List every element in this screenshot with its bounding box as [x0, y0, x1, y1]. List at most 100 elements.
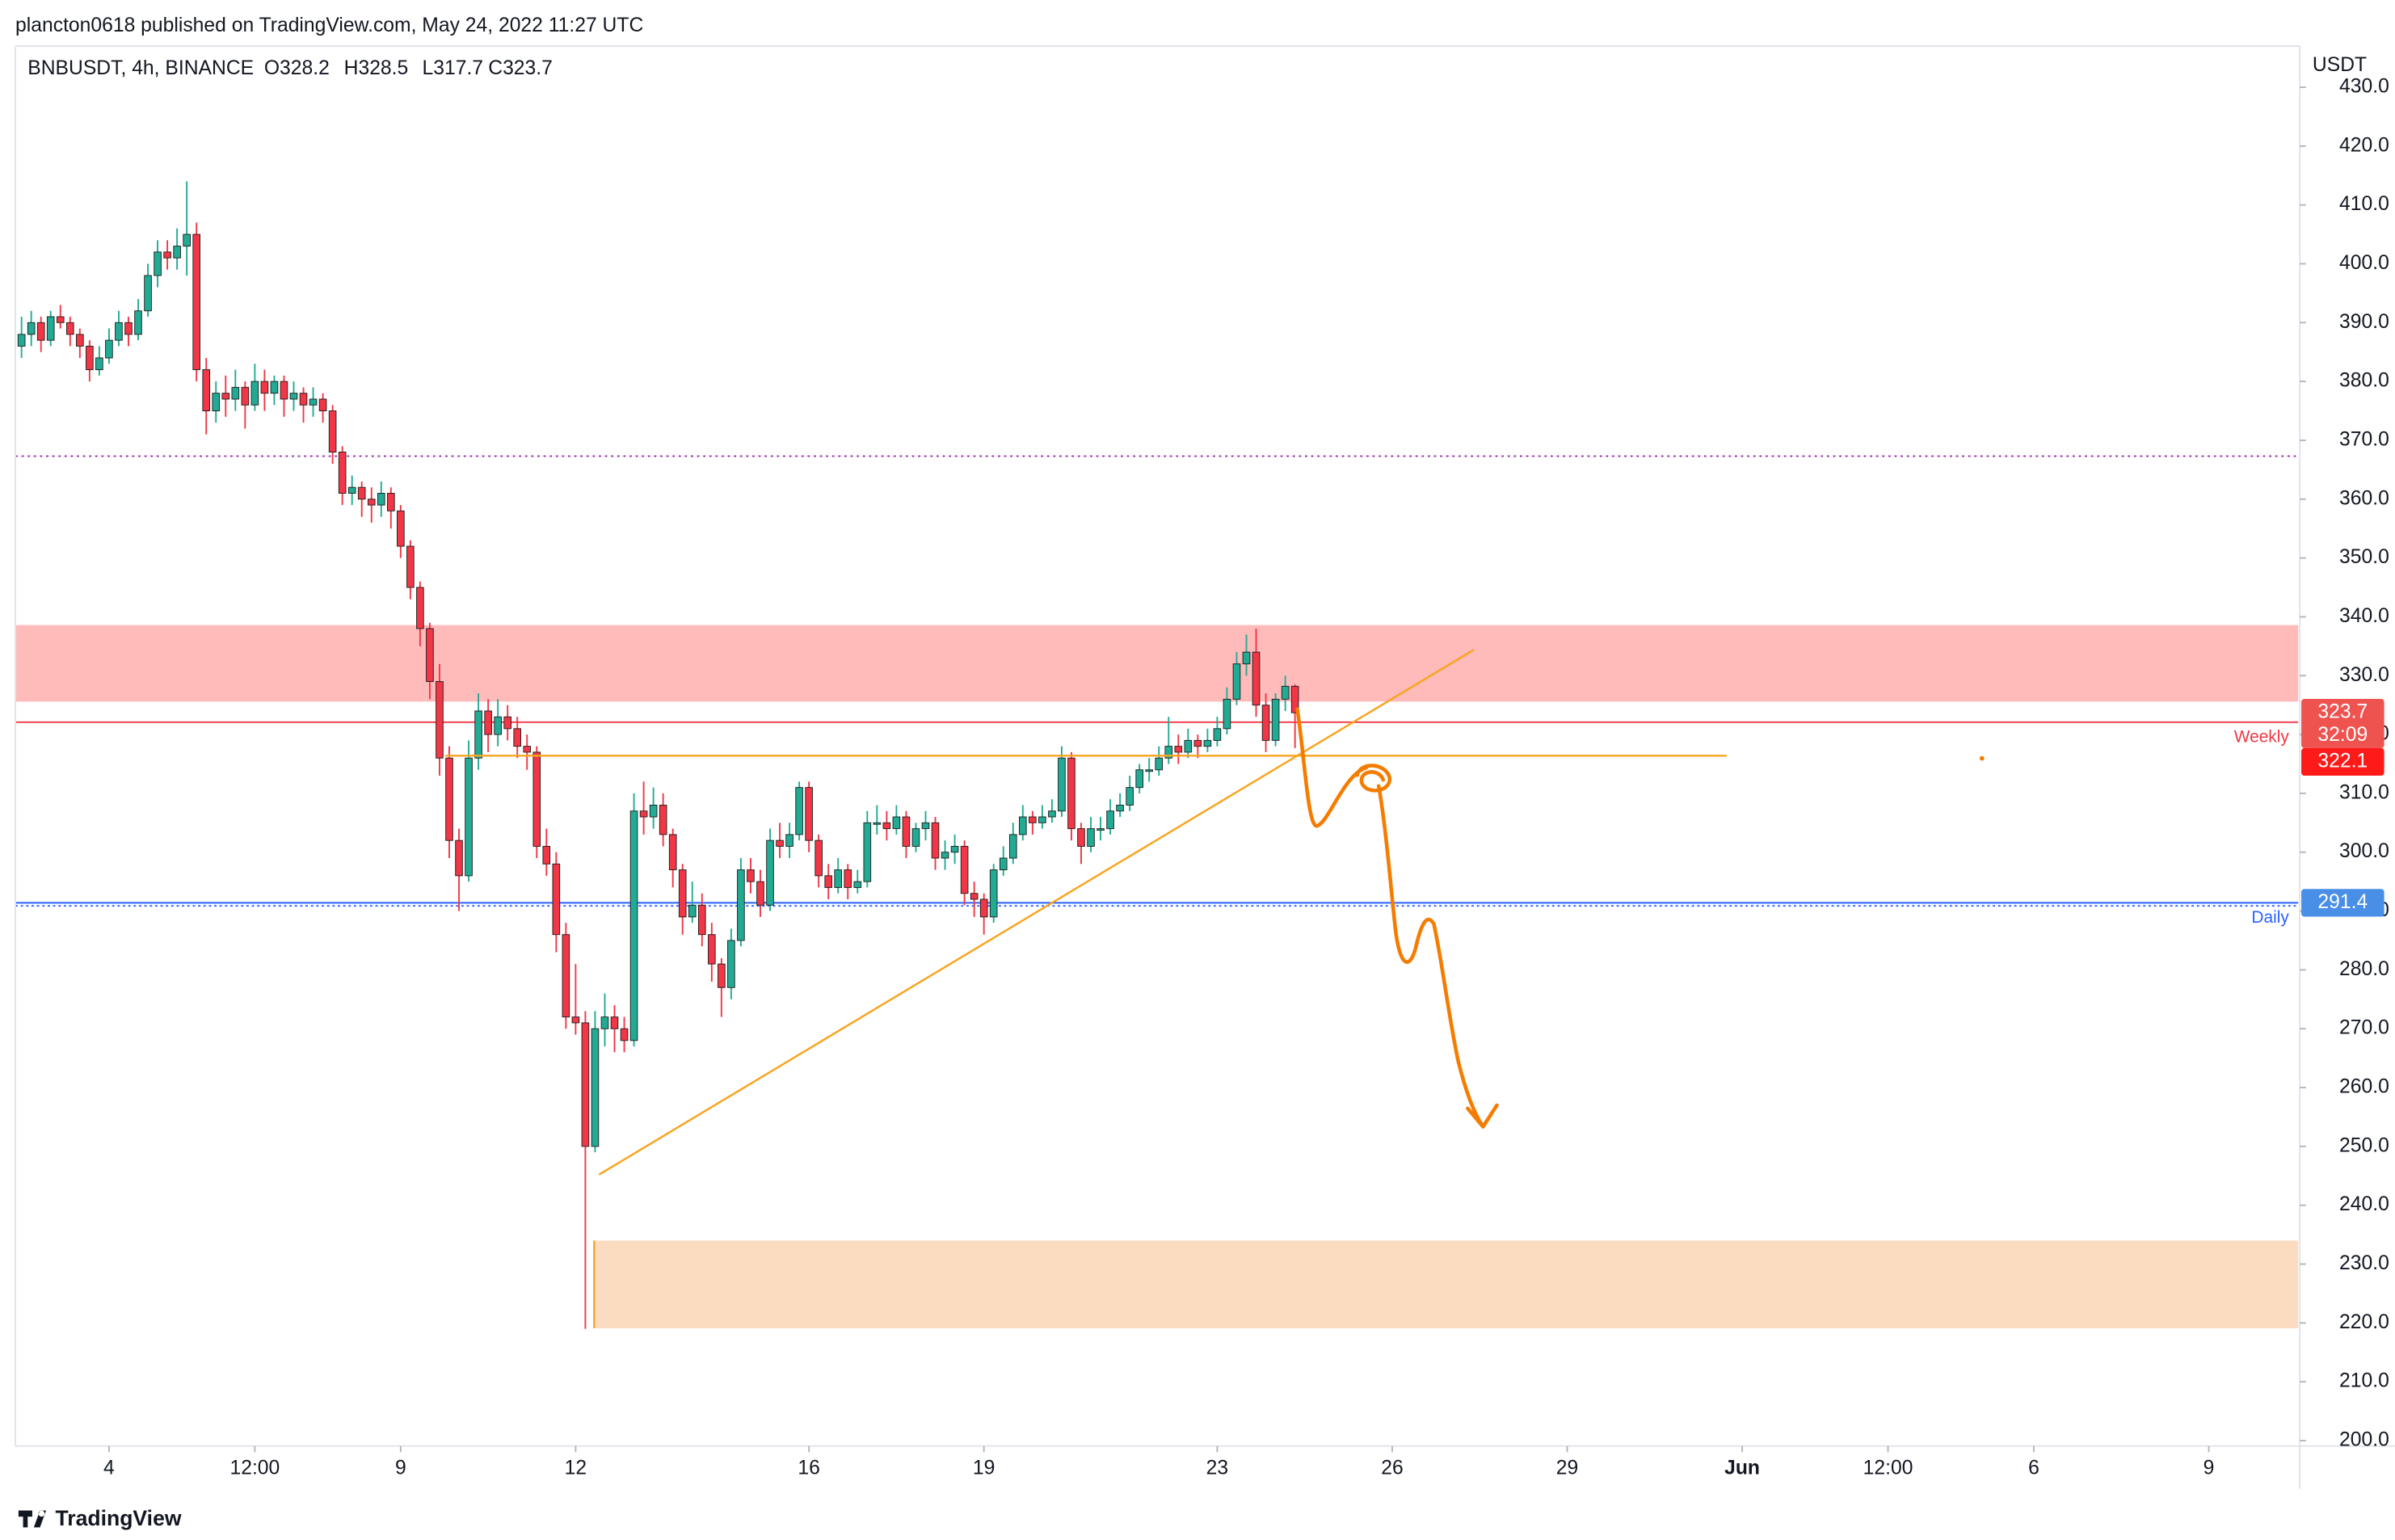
candle-body: [581, 1022, 590, 1147]
countdown: 32:09: [2317, 724, 2368, 746]
x-tick-label: 12:00: [1863, 1458, 1913, 1479]
candle-body: [260, 381, 269, 394]
candle-body: [1213, 728, 1222, 741]
candle-body: [591, 1028, 600, 1147]
candle-body: [17, 334, 26, 347]
candle-body: [406, 545, 415, 588]
candle-body: [1116, 804, 1124, 812]
candle-body: [697, 904, 706, 936]
candle-body: [718, 963, 726, 988]
level-price-box: [2301, 889, 2384, 917]
y-tick-label: 330.0: [2339, 664, 2389, 686]
candle-body: [620, 1028, 629, 1041]
y-tick-label: 300.0: [2339, 840, 2389, 862]
candle-body: [892, 816, 901, 830]
candle-body: [231, 386, 240, 400]
candle-body: [979, 898, 988, 918]
marker-dot: [1980, 755, 1985, 761]
candle-body: [970, 893, 979, 900]
candle-body: [776, 839, 784, 847]
y-tick-label: 350.0: [2339, 546, 2389, 568]
candle-body: [1155, 757, 1164, 771]
candle-body: [902, 816, 911, 847]
candle-body: [1242, 651, 1251, 665]
footer-brand: TradingView: [55, 1506, 181, 1530]
level-price-label: 322.1: [2317, 750, 2368, 772]
candle-body: [562, 934, 570, 1018]
publisher-header: plancton0618 published on TradingView.co…: [15, 15, 643, 36]
candle-body: [649, 804, 658, 818]
zone: [594, 1240, 2299, 1328]
candle-body: [1048, 810, 1056, 818]
candle-body: [805, 787, 813, 841]
candle-body: [95, 357, 103, 371]
candle-body: [115, 322, 123, 341]
candle-body: [436, 681, 444, 759]
x-tick-label: 26: [1381, 1458, 1403, 1479]
y-tick-label: 390.0: [2339, 311, 2389, 333]
candle-body: [708, 934, 716, 965]
candle-body: [824, 875, 832, 888]
x-tick-label: 9: [395, 1458, 406, 1479]
candle-body: [532, 751, 541, 847]
candle-body: [250, 381, 259, 406]
symbol: BNBUSDT, 4h, BINANCE: [27, 57, 254, 79]
candle-body: [377, 493, 385, 506]
candle-body: [270, 381, 279, 394]
y-tick-label: 230.0: [2339, 1252, 2389, 1274]
y-tick-label: 370.0: [2339, 428, 2389, 450]
x-tick-label: 12: [565, 1458, 587, 1479]
candle-body: [347, 486, 356, 494]
candle-body: [863, 822, 872, 882]
y-tick-label: 220.0: [2339, 1311, 2389, 1333]
candle-body: [241, 386, 250, 406]
candle-body: [484, 710, 492, 735]
candle-body: [76, 334, 84, 347]
candle-body: [1252, 651, 1261, 706]
candle-body: [629, 810, 638, 1041]
candle-body: [1271, 698, 1280, 741]
y-tick-label: 200.0: [2339, 1429, 2389, 1451]
candle-body: [882, 822, 891, 830]
candle-body: [1067, 757, 1075, 830]
candle-body: [552, 863, 561, 936]
candle-body: [513, 728, 522, 747]
ohlc-high: H328.5: [344, 57, 409, 79]
candle-body: [1008, 834, 1017, 859]
candle-body: [338, 452, 347, 494]
candle-body: [173, 246, 181, 259]
x-tick-label: 16: [798, 1458, 819, 1479]
candle-body: [202, 369, 211, 412]
candle-body: [941, 852, 949, 859]
candle-body: [1281, 685, 1290, 700]
candle-body: [27, 322, 36, 335]
candle-body: [65, 322, 74, 335]
candle-body: [1290, 685, 1299, 713]
candle-body: [795, 787, 803, 835]
candle-body: [212, 393, 221, 412]
candle-body: [950, 845, 959, 853]
candle-body: [56, 316, 65, 323]
candle-body: [318, 398, 327, 412]
ohlc-low: L317.7: [423, 57, 484, 79]
candle-body: [1038, 816, 1046, 823]
candle-body: [1164, 746, 1173, 759]
candle-body: [756, 881, 764, 906]
candle-body: [494, 716, 502, 735]
candle-body: [727, 940, 735, 988]
candle-body: [1029, 816, 1037, 823]
candle-body: [523, 746, 532, 753]
candle-body: [960, 845, 969, 894]
candle-body: [474, 710, 482, 759]
y-tick-label: 260.0: [2339, 1076, 2389, 1098]
candle-body: [747, 869, 755, 882]
candle-body: [844, 869, 852, 888]
candle-body: [280, 381, 288, 400]
trendline: [598, 649, 1475, 1176]
candle-body: [931, 822, 940, 859]
x-tick-label: 4: [103, 1458, 115, 1479]
candle-body: [785, 834, 793, 847]
last-price-box: [2301, 699, 2384, 748]
x-tick-label: Jun: [1724, 1458, 1760, 1479]
